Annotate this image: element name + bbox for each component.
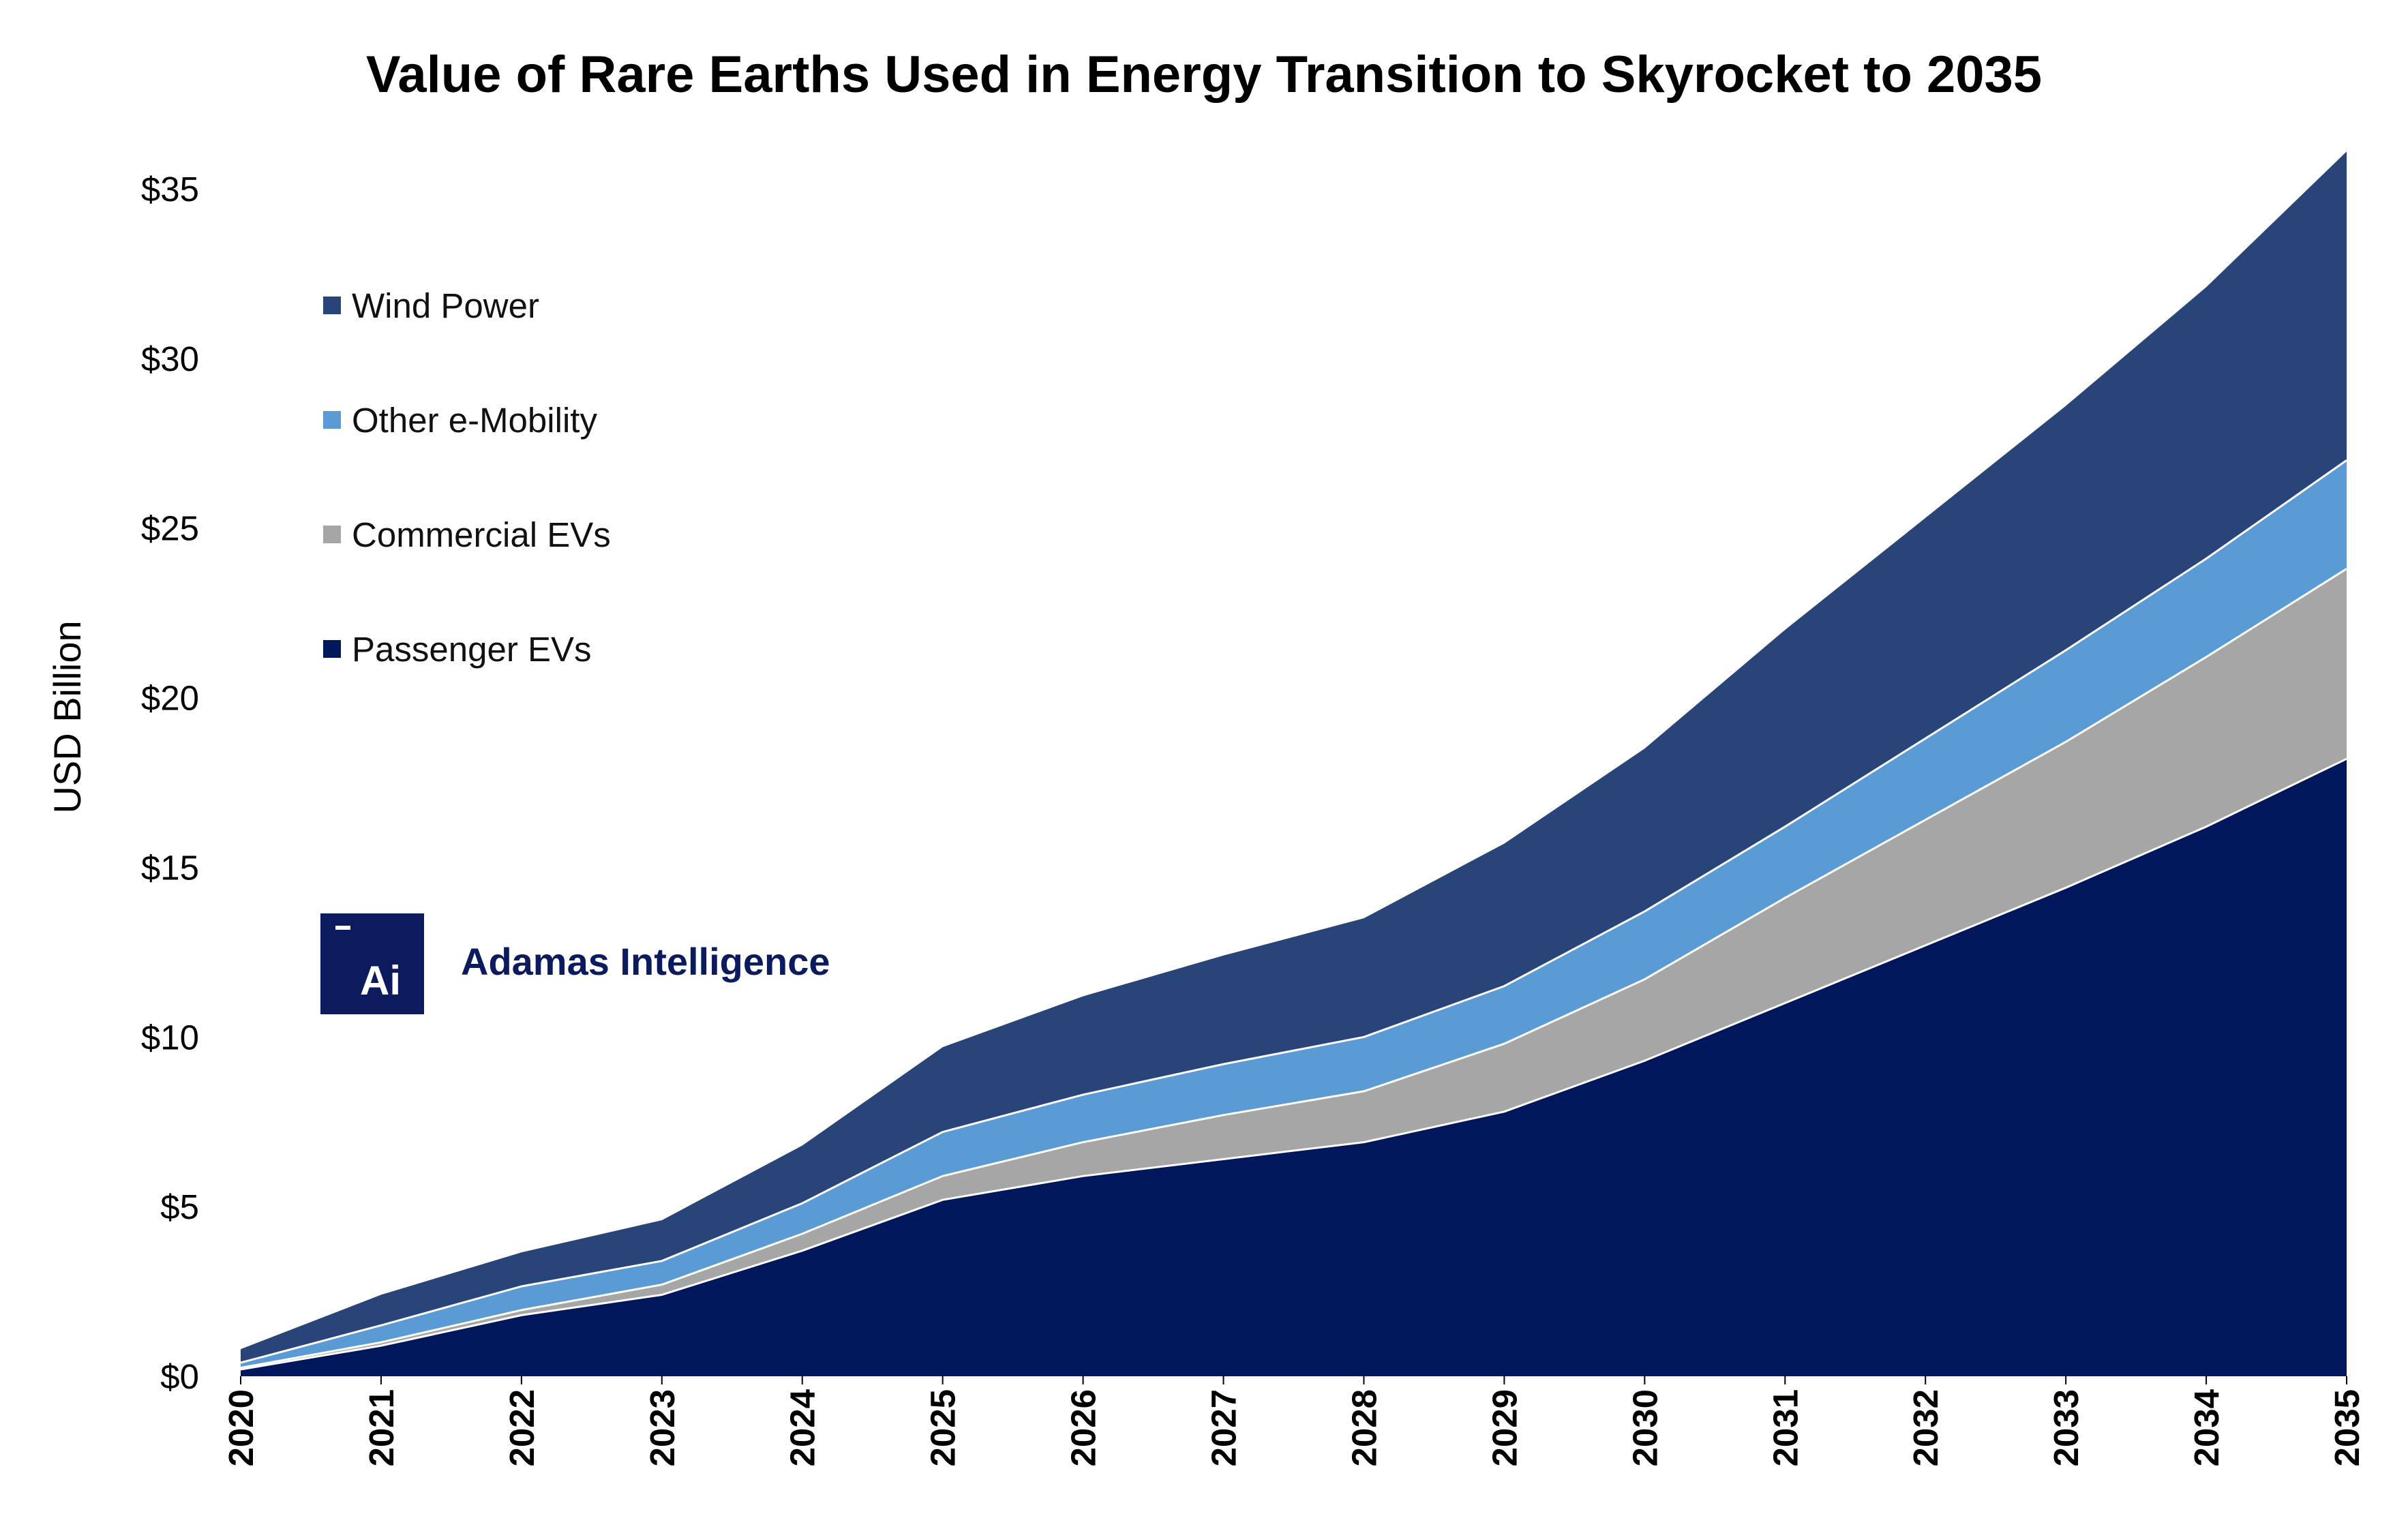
area-passenger-evs [241, 759, 2347, 1376]
x-tick-label: 2021 [362, 1389, 401, 1466]
legend-swatch [323, 640, 341, 658]
y-tick-label: $35 [141, 170, 199, 209]
x-tick-label: 2022 [502, 1389, 541, 1466]
x-tick-label: 2027 [1205, 1389, 1244, 1466]
x-tick-label: 2029 [1485, 1389, 1524, 1466]
boundary-line-3 [240, 459, 2347, 1364]
legend-item-other-e-mobility: Other e-Mobility [323, 399, 597, 440]
legend-label: Commercial EVs [352, 515, 611, 554]
chart-title: Value of Rare Earths Used in Energy Tran… [366, 46, 2042, 104]
x-tick-label: 2034 [2187, 1389, 2226, 1466]
y-axis-label: USD Billion [46, 620, 89, 813]
y-tick-label: $30 [141, 339, 199, 378]
legend-item-wind-power: Wind Power [323, 285, 539, 326]
legend-swatch [323, 411, 341, 429]
y-tick-label: $10 [141, 1018, 199, 1057]
x-tick-label: 2032 [1906, 1389, 1945, 1466]
x-tick-label: 2033 [2047, 1389, 2086, 1466]
x-tick-label: 2020 [222, 1389, 260, 1466]
x-tick-label: 2030 [1625, 1389, 1664, 1466]
y-tick-label: $20 [141, 679, 199, 718]
y-tick-label: $25 [141, 509, 199, 548]
logo-company-name: Adamas Intelligence [461, 940, 830, 983]
legend-item-commercial-evs: Commercial EVs [323, 514, 611, 555]
legend-label: Other e-Mobility [352, 400, 597, 440]
legend-swatch [323, 297, 341, 314]
x-tick-label: 2035 [2328, 1389, 2366, 1466]
boundary-line-2 [240, 568, 2347, 1369]
legend-item-passenger-evs: Passenger EVs [323, 628, 592, 669]
logo-mark-text: Ai [360, 958, 401, 1003]
x-tick-label: 2024 [783, 1389, 822, 1466]
x-tick-label: 2026 [1064, 1389, 1103, 1466]
x-tick-label: 2031 [1766, 1389, 1805, 1466]
adamas-logo-mark: Ai [320, 913, 424, 1014]
y-tick-label: $5 [160, 1187, 199, 1226]
y-tick-label: $15 [141, 848, 199, 887]
legend-label: Wind Power [352, 286, 539, 325]
x-tick-label: 2025 [924, 1389, 963, 1466]
x-tick-label: 2023 [643, 1389, 682, 1466]
legend-label: Passenger EVs [352, 629, 592, 669]
x-tick-label: 2028 [1344, 1389, 1383, 1466]
legend-swatch [323, 526, 341, 543]
boundary-line-1 [240, 757, 2347, 1371]
y-tick-label: $0 [160, 1357, 199, 1396]
logo-dash [335, 926, 350, 930]
